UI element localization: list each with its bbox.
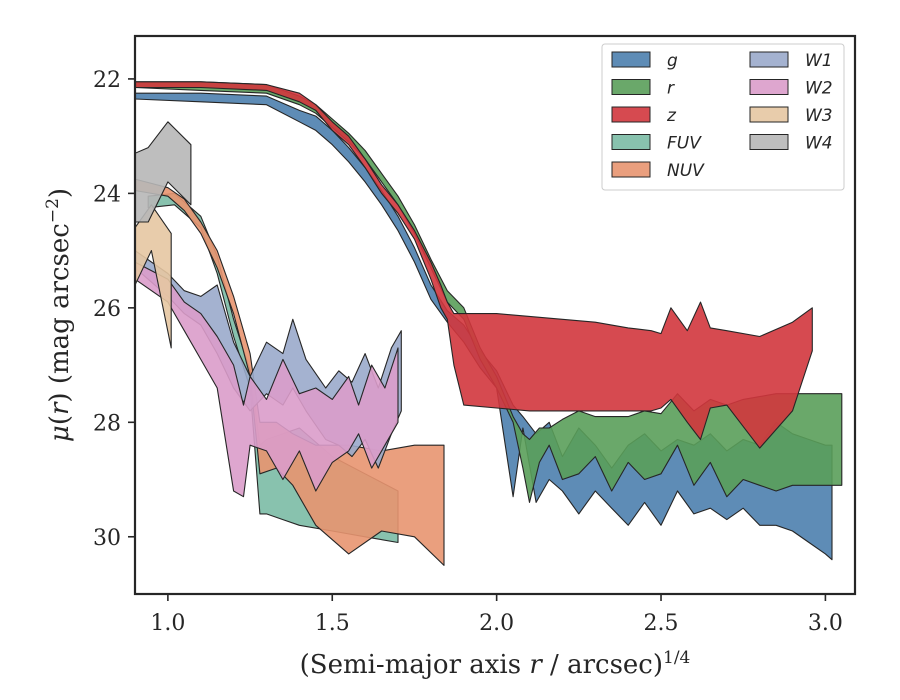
legend-label: W3 bbox=[805, 106, 833, 126]
plot-area bbox=[133, 34, 857, 596]
y-axis-ticks: 22 24 26 28 30 bbox=[93, 68, 135, 551]
x-axis-title-main: (Semi-major axis bbox=[300, 650, 530, 680]
series-band-nuv bbox=[135, 178, 445, 566]
legend-label: W2 bbox=[805, 79, 833, 99]
y-axis-title-sym: μ bbox=[45, 425, 75, 442]
series-bands bbox=[135, 81, 843, 566]
y-tick-label: 30 bbox=[93, 526, 121, 551]
legend-item-r: r bbox=[611, 79, 675, 99]
series-band-w4 bbox=[135, 121, 192, 223]
legend-label: W1 bbox=[805, 51, 833, 71]
y-axis-title-var: r bbox=[45, 401, 75, 415]
y-axis-title-sup: −2 bbox=[43, 198, 63, 223]
legend-item-w1: W1 bbox=[749, 51, 833, 71]
x-axis-ticks: 1.0 1.5 2.0 2.5 3.0 bbox=[150, 594, 843, 636]
y-axis-title-close: ) bbox=[45, 392, 75, 402]
x-tick-label: 2.5 bbox=[644, 611, 679, 636]
legend-label: z bbox=[666, 106, 677, 126]
legend-label: r bbox=[667, 79, 675, 99]
y-axis-title-unit: (mag arcsec bbox=[45, 223, 75, 392]
legend-item-w3: W3 bbox=[749, 106, 833, 126]
legend-label: W4 bbox=[805, 134, 833, 154]
legend-item-fuv: FUV bbox=[611, 134, 702, 154]
legend-label: FUV bbox=[667, 134, 702, 154]
series-band-w2 bbox=[135, 261, 399, 498]
x-axis-title: (Semi-major axis r / arcsec)1/4 bbox=[300, 648, 691, 680]
x-axis-title-var: r bbox=[529, 650, 543, 680]
y-axis-title-end: ) bbox=[45, 188, 75, 198]
legend-swatch bbox=[749, 106, 789, 123]
legend-swatch bbox=[611, 134, 651, 150]
legend-swatch bbox=[749, 134, 789, 150]
legend-item-z: z bbox=[611, 106, 677, 126]
y-axis-title-open: ( bbox=[45, 415, 75, 425]
plot-frame bbox=[133, 34, 857, 596]
y-tick-label: 28 bbox=[93, 411, 121, 436]
legend-item-nuv: NUV bbox=[611, 161, 705, 181]
legend-item-w2: W2 bbox=[749, 79, 833, 99]
legend-swatch bbox=[611, 51, 651, 68]
x-axis-title-unit: / arcsec) bbox=[542, 650, 663, 680]
x-tick-label: 1.5 bbox=[315, 611, 350, 636]
y-tick-label: 24 bbox=[93, 182, 121, 207]
legend-item-g: g bbox=[611, 51, 678, 71]
legend-swatch bbox=[611, 161, 651, 178]
x-axis-title-sup: 1/4 bbox=[663, 648, 690, 668]
x-tick-label: 2.0 bbox=[479, 611, 514, 636]
legend-item-w4: W4 bbox=[749, 134, 833, 154]
x-tick-label: 1.0 bbox=[150, 611, 185, 636]
y-axis-title: μ(r) (mag arcsec−2) bbox=[43, 188, 75, 442]
y-tick-label: 26 bbox=[93, 297, 121, 322]
x-tick-label: 3.0 bbox=[808, 611, 843, 636]
legend-swatch bbox=[611, 106, 651, 123]
legend-swatch bbox=[611, 79, 651, 95]
y-tick-label: 22 bbox=[93, 68, 121, 93]
legend: grz FUV NUV W1 W2 W3 W4 bbox=[601, 43, 845, 191]
legend-swatch bbox=[749, 51, 789, 68]
legend-label: g bbox=[667, 51, 678, 71]
series-band-z bbox=[135, 81, 813, 449]
legend-label: NUV bbox=[667, 161, 705, 181]
legend-swatch bbox=[749, 79, 789, 95]
